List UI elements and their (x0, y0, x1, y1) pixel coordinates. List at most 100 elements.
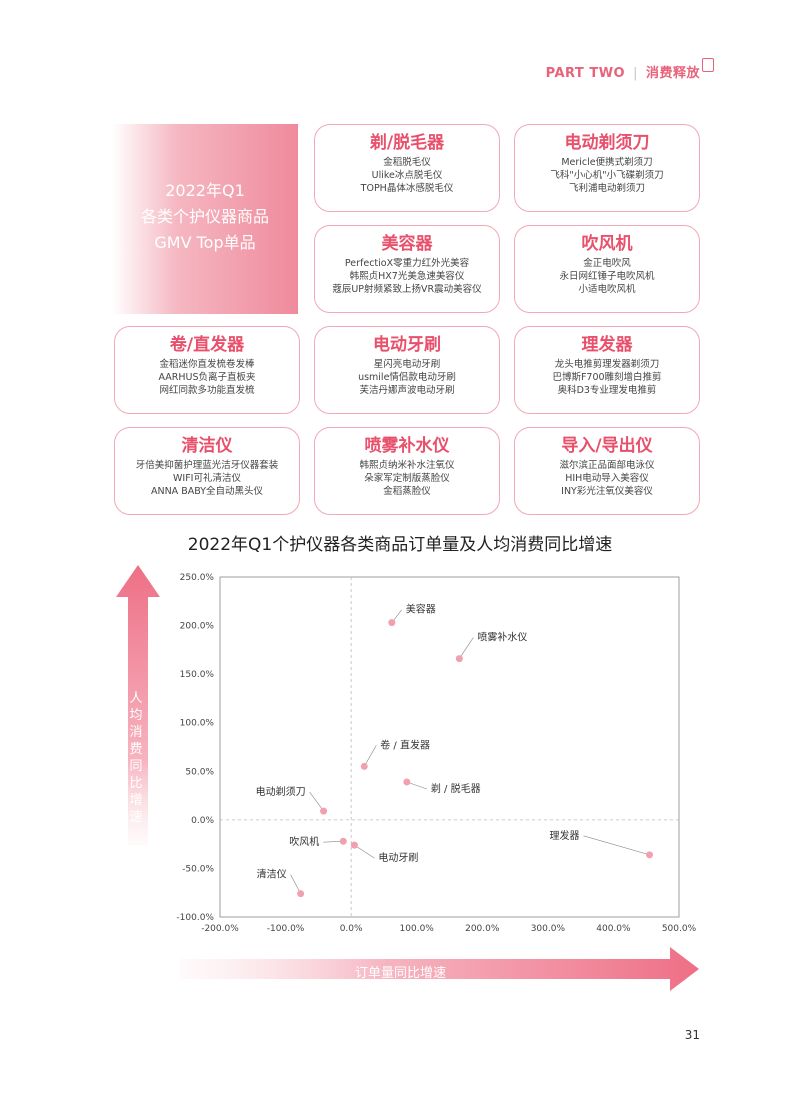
page-number: 31 (684, 1028, 700, 1042)
card-item: 飞利浦电动剃须刀 (568, 183, 645, 194)
category-card: 理发器 龙头电推剪理发器剃须刀 巴博斯F700雕刻增白推剪 奥科D3专业理发电推… (514, 326, 700, 414)
card-category: 电动牙刷 (373, 335, 441, 355)
card-item: 金稻迷你直发梳卷发棒 (159, 359, 255, 370)
category-card: 剃/脱毛器 金稻脱毛仪 Ulike冰点脱毛仪 TOPH晶体冰感脱毛仪 (314, 124, 500, 212)
card-item: 星闪亮电动牙刷 (373, 359, 441, 370)
card-item: 飞科"小心机"小飞碟剃须刀 (550, 170, 664, 181)
card-item: PerfectioX零重力红外光美容 (344, 258, 470, 269)
hero-line-1: 2022年Q1 (165, 181, 245, 200)
card-category: 美容器 (381, 234, 433, 254)
x-tick-labels: -200.0% -100.0% 0.0% 100.0% 200.0% 300.0% 400.… (201, 924, 696, 934)
card-category: 理发器 (581, 335, 633, 355)
point-leader-line (406, 781, 427, 790)
hero-title: 2022年Q1 各类个护仪器商品 GMV Top单品 (112, 178, 298, 256)
point-leader-line (309, 791, 324, 812)
card-item: 牙倍美抑菌护理蓝光洁牙仪器套装 (135, 460, 279, 471)
card-item: 网红同款多功能直发梳 (159, 385, 255, 396)
card-item: 小适电吹风机 (578, 284, 636, 295)
card-item: ANNA BABY全自动黑头仪 (150, 486, 264, 497)
data-point (350, 841, 358, 849)
point-leader-line (363, 745, 377, 767)
data-point (339, 837, 347, 845)
point-label: 电动剃须刀 (256, 785, 306, 798)
y-tick-label: 100.0% (180, 719, 215, 729)
category-card: 清洁仪 牙倍美抑菌护理蓝光洁牙仪器套装 WIFI可礼清洁仪 ANNA BABY全… (114, 427, 300, 515)
card-item: INY彩光注氧仪美容仪 (561, 486, 653, 497)
data-point (455, 655, 463, 663)
category-card: 吹风机 金正电吹风 永日网红锤子电吹风机 小适电吹风机 (514, 225, 700, 313)
point-label: 电动牙刷 (378, 851, 418, 864)
card-category: 剃/脱毛器 (369, 133, 445, 153)
point-leader-line (583, 835, 650, 856)
card-category: 清洁仪 (181, 436, 233, 456)
card-category: 卷/直发器 (169, 335, 245, 355)
point-leader-line (354, 844, 375, 859)
card-item: 金稻蒸脸仪 (383, 486, 431, 497)
data-point (320, 807, 328, 815)
category-card: 喷雾补水仪 韩熙贞纳米补水注氧仪 朵家军定制版蒸脸仪 金稻蒸脸仪 (314, 427, 500, 515)
y-tick-label: 0.0% (191, 816, 214, 826)
hero-gradient (112, 124, 298, 314)
header-divider: | (633, 66, 638, 81)
card-item: 韩熙贞HX7光美急速美容仪 (349, 271, 465, 282)
card-item: 滋尔滨正品面部电泳仪 (559, 460, 655, 471)
card-item: WIFI可礼清洁仪 (173, 473, 241, 484)
point-leader-line (459, 637, 474, 659)
category-card: 卷/直发器 金稻迷你直发梳卷发棒 AARHUS负离子直板夹 网红同款多功能直发梳 (114, 326, 300, 414)
x-tick-label: 300.0% (531, 924, 566, 934)
shopping-bag-icon (702, 58, 714, 72)
x-axis-arrow (180, 947, 699, 991)
category-card: 电动牙刷 星闪亮电动牙刷 usmile情侣款电动牙刷 芙洁丹娜声波电动牙刷 (314, 326, 500, 414)
x-tick-label: -200.0% (201, 924, 239, 934)
point-label: 剃 / 脱毛器 (431, 782, 481, 795)
point-label: 清洁仪 (257, 868, 287, 881)
data-point (645, 851, 653, 859)
hero-line-2: 各类个护仪器商品 (140, 207, 269, 226)
y-tick-label: 200.0% (180, 622, 215, 632)
card-item: Mericle便携式剃须刀 (561, 157, 653, 168)
card-item: 巴博斯F700雕刻增白推剪 (552, 372, 662, 383)
point-label: 卷 / 直发器 (380, 738, 430, 751)
category-card: 美容器 PerfectioX零重力红外光美容 韩熙贞HX7光美急速美容仪 蔻辰U… (314, 225, 500, 313)
page-header: PART TWO | 消费释放 (546, 62, 700, 81)
y-tick-labels: 250.0% 200.0% 150.0% 100.0% 50.0% 0.0% -50.0% -… (176, 573, 214, 923)
y-tick-label: 250.0% (180, 573, 215, 583)
card-item: 永日网红锤子电吹风机 (559, 271, 655, 282)
card-item: 金稻脱毛仪 (383, 157, 431, 168)
card-item: 奥科D3专业理发电推剪 (557, 385, 657, 396)
part-label: PART TWO (545, 66, 626, 81)
x-tick-label: -100.0% (267, 924, 305, 934)
card-category: 电动剃须刀 (564, 133, 650, 153)
y-tick-label: -100.0% (176, 913, 214, 923)
point-label: 吹风机 (289, 835, 319, 848)
card-item: 芙洁丹娜声波电动牙刷 (359, 385, 455, 396)
point-label: 喷雾补水仪 (477, 631, 527, 644)
reference-lines (220, 577, 679, 917)
point-label: 美容器 (406, 603, 436, 616)
card-item: AARHUS负离子直板夹 (158, 372, 256, 383)
category-card: 导入/导出仪 滋尔滨正品面部电泳仪 HIH电动导入美容仪 INY彩光注氧仪美容仪 (514, 427, 700, 515)
data-point (360, 762, 368, 770)
data-point (297, 890, 305, 898)
card-item: TOPH晶体冰感脱毛仪 (360, 183, 454, 194)
point-leader-line (290, 874, 301, 894)
card-item: Ulike冰点脱毛仪 (371, 170, 443, 181)
card-item: 蔻辰UP射频紧致上扬VR震动美容仪 (332, 284, 482, 295)
x-tick-label: 100.0% (400, 924, 435, 934)
plot-frame (219, 576, 680, 918)
y-tick-label: 50.0% (185, 767, 214, 777)
x-tick-label: 200.0% (465, 924, 500, 934)
point-label: 理发器 (549, 829, 579, 842)
x-tick-label: 400.0% (596, 924, 631, 934)
card-item: HIH电动导入美容仪 (565, 473, 649, 484)
section-label: 消费释放 (645, 66, 700, 81)
hero-line-3: GMV Top单品 (154, 233, 256, 252)
card-category: 喷雾补水仪 (364, 436, 450, 456)
card-category: 导入/导出仪 (561, 436, 653, 456)
y-tick-label: -50.0% (182, 864, 214, 874)
card-item: 朵家军定制版蒸脸仪 (364, 473, 450, 484)
card-item: usmile情侣款电动牙刷 (358, 372, 456, 383)
data-point (388, 619, 396, 627)
x-tick-label: 0.0% (340, 924, 363, 934)
